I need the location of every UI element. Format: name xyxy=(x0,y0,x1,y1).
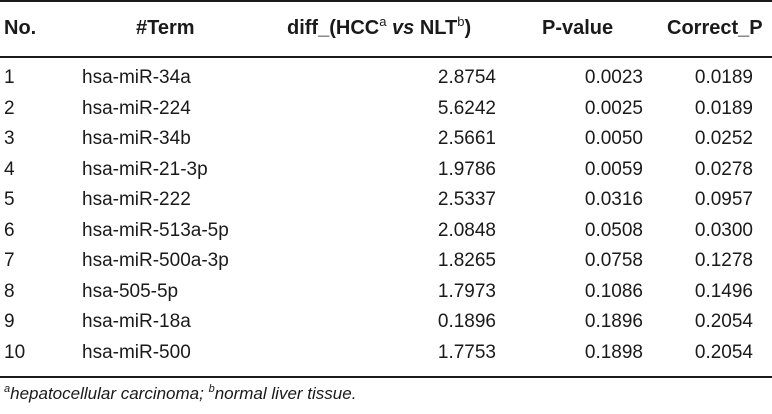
table-row: 3 hsa-miR-34b 2.5661 0.0050 0.0252 xyxy=(0,125,772,156)
header-diff: diff_(HCCa vs NLTb) xyxy=(287,14,472,42)
header-correct-p: Correct_P xyxy=(667,17,763,39)
cell-pvalue: 0.1898 xyxy=(584,341,643,363)
cell-correct-p: 0.0278 xyxy=(694,158,753,180)
table-row: 10 hsa-miR-500 1.7753 0.1898 0.2054 xyxy=(0,339,772,370)
table-row: 6 hsa-miR-513a-5p 2.0848 0.0508 0.0300 xyxy=(0,217,772,248)
header-rule xyxy=(0,56,772,58)
footnote-text-a: hepatocellular carcinoma; xyxy=(10,384,209,403)
cell-diff: 1.7973 xyxy=(437,280,496,302)
footnote-text-b: normal liver tissue. xyxy=(214,384,357,403)
cell-diff: 0.1896 xyxy=(437,311,496,332)
cell-correct-p: 0.2054 xyxy=(694,341,753,363)
cell-term: hsa-miR-513a-5p xyxy=(82,219,229,241)
cell-diff: 2.5661 xyxy=(437,128,496,149)
table-body: 1 hsa-miR-34a 2.8754 0.0023 0.0189 2 hsa… xyxy=(0,64,772,369)
table-row: 9 hsa-miR-18a 0.1896 0.1896 0.2054 xyxy=(0,308,772,339)
cell-no: 3 xyxy=(4,128,15,149)
header-pvalue: P-value xyxy=(542,17,614,39)
cell-pvalue: 0.0059 xyxy=(584,158,643,180)
top-rule xyxy=(0,0,772,2)
cell-term: hsa-miR-34a xyxy=(82,67,191,88)
cell-term: hsa-miR-21-3p xyxy=(82,158,208,180)
cell-correct-p: 0.0252 xyxy=(694,128,753,149)
table-row: 1 hsa-miR-34a 2.8754 0.0023 0.0189 xyxy=(0,64,772,95)
cell-pvalue: 0.0050 xyxy=(584,128,643,149)
header-diff-suffix: ) xyxy=(464,17,472,39)
cell-diff: 2.5337 xyxy=(437,189,496,210)
cell-term: hsa-505-5p xyxy=(82,280,179,302)
table-row: 4 hsa-miR-21-3p 1.9786 0.0059 0.0278 xyxy=(0,156,772,187)
cell-diff: 1.9786 xyxy=(437,158,496,180)
table-row: 7 hsa-miR-500a-3p 1.8265 0.0758 0.1278 xyxy=(0,247,772,278)
cell-term: hsa-miR-222 xyxy=(82,189,191,210)
cell-no: 4 xyxy=(4,158,15,180)
cell-pvalue: 0.0508 xyxy=(584,219,643,241)
cell-diff: 2.8754 xyxy=(437,67,496,88)
cell-correct-p: 0.1496 xyxy=(694,280,753,302)
cell-correct-p: 0.1278 xyxy=(694,250,753,271)
cell-no: 2 xyxy=(4,97,15,119)
cell-diff: 1.7753 xyxy=(437,341,496,363)
cell-correct-p: 0.0189 xyxy=(694,97,753,119)
cell-pvalue: 0.0025 xyxy=(584,97,643,119)
cell-pvalue: 0.0316 xyxy=(584,189,643,210)
header-diff-sup-b: b xyxy=(457,14,465,29)
footnote-sup-a: a xyxy=(4,383,11,395)
cell-no: 8 xyxy=(4,280,15,302)
cell-pvalue: 0.1896 xyxy=(584,311,643,332)
cell-no: 1 xyxy=(4,67,15,88)
table-row: 2 hsa-miR-224 5.6242 0.0025 0.0189 xyxy=(0,95,772,126)
cell-no: 7 xyxy=(4,250,15,271)
header-diff-prefix: diff_(HCC xyxy=(287,17,380,39)
table-row: 8 hsa-505-5p 1.7973 0.1086 0.1496 xyxy=(0,278,772,309)
table-row: 5 hsa-miR-222 2.5337 0.0316 0.0957 xyxy=(0,186,772,217)
header-term: #Term xyxy=(136,17,195,39)
header-diff-sup-a: a xyxy=(379,14,387,29)
cell-diff: 5.6242 xyxy=(437,97,496,119)
cell-pvalue: 0.0758 xyxy=(584,250,643,271)
header-diff-nlt: NLT xyxy=(419,17,458,39)
cell-term: hsa-miR-18a xyxy=(82,311,191,332)
cell-pvalue: 0.0023 xyxy=(584,67,643,88)
header-diff-vs: vs xyxy=(392,17,415,39)
cell-correct-p: 0.0300 xyxy=(694,219,753,241)
cell-correct-p: 0.0957 xyxy=(694,189,753,210)
cell-no: 6 xyxy=(4,219,15,241)
cell-no: 10 xyxy=(4,341,26,363)
table-footnote: ahepatocellular carcinoma; bnormal liver… xyxy=(4,382,356,408)
header-no: No. xyxy=(4,17,37,39)
cell-diff: 1.8265 xyxy=(437,250,496,271)
cell-no: 5 xyxy=(4,189,15,210)
table-header-row: No. #Term diff_(HCCa vs NLTb) P-value Co… xyxy=(0,0,772,56)
cell-term: hsa-miR-500a-3p xyxy=(82,250,229,271)
cell-pvalue: 0.1086 xyxy=(584,280,643,302)
footnote-sup-b: b xyxy=(208,383,215,395)
cell-correct-p: 0.2054 xyxy=(694,311,753,332)
cell-term: hsa-miR-500 xyxy=(82,341,191,363)
cell-no: 9 xyxy=(4,311,15,332)
cell-term: hsa-miR-34b xyxy=(82,128,191,149)
cell-diff: 2.0848 xyxy=(437,219,496,241)
cell-correct-p: 0.0189 xyxy=(694,67,753,88)
cell-term: hsa-miR-224 xyxy=(82,97,191,119)
bottom-rule xyxy=(0,376,772,378)
